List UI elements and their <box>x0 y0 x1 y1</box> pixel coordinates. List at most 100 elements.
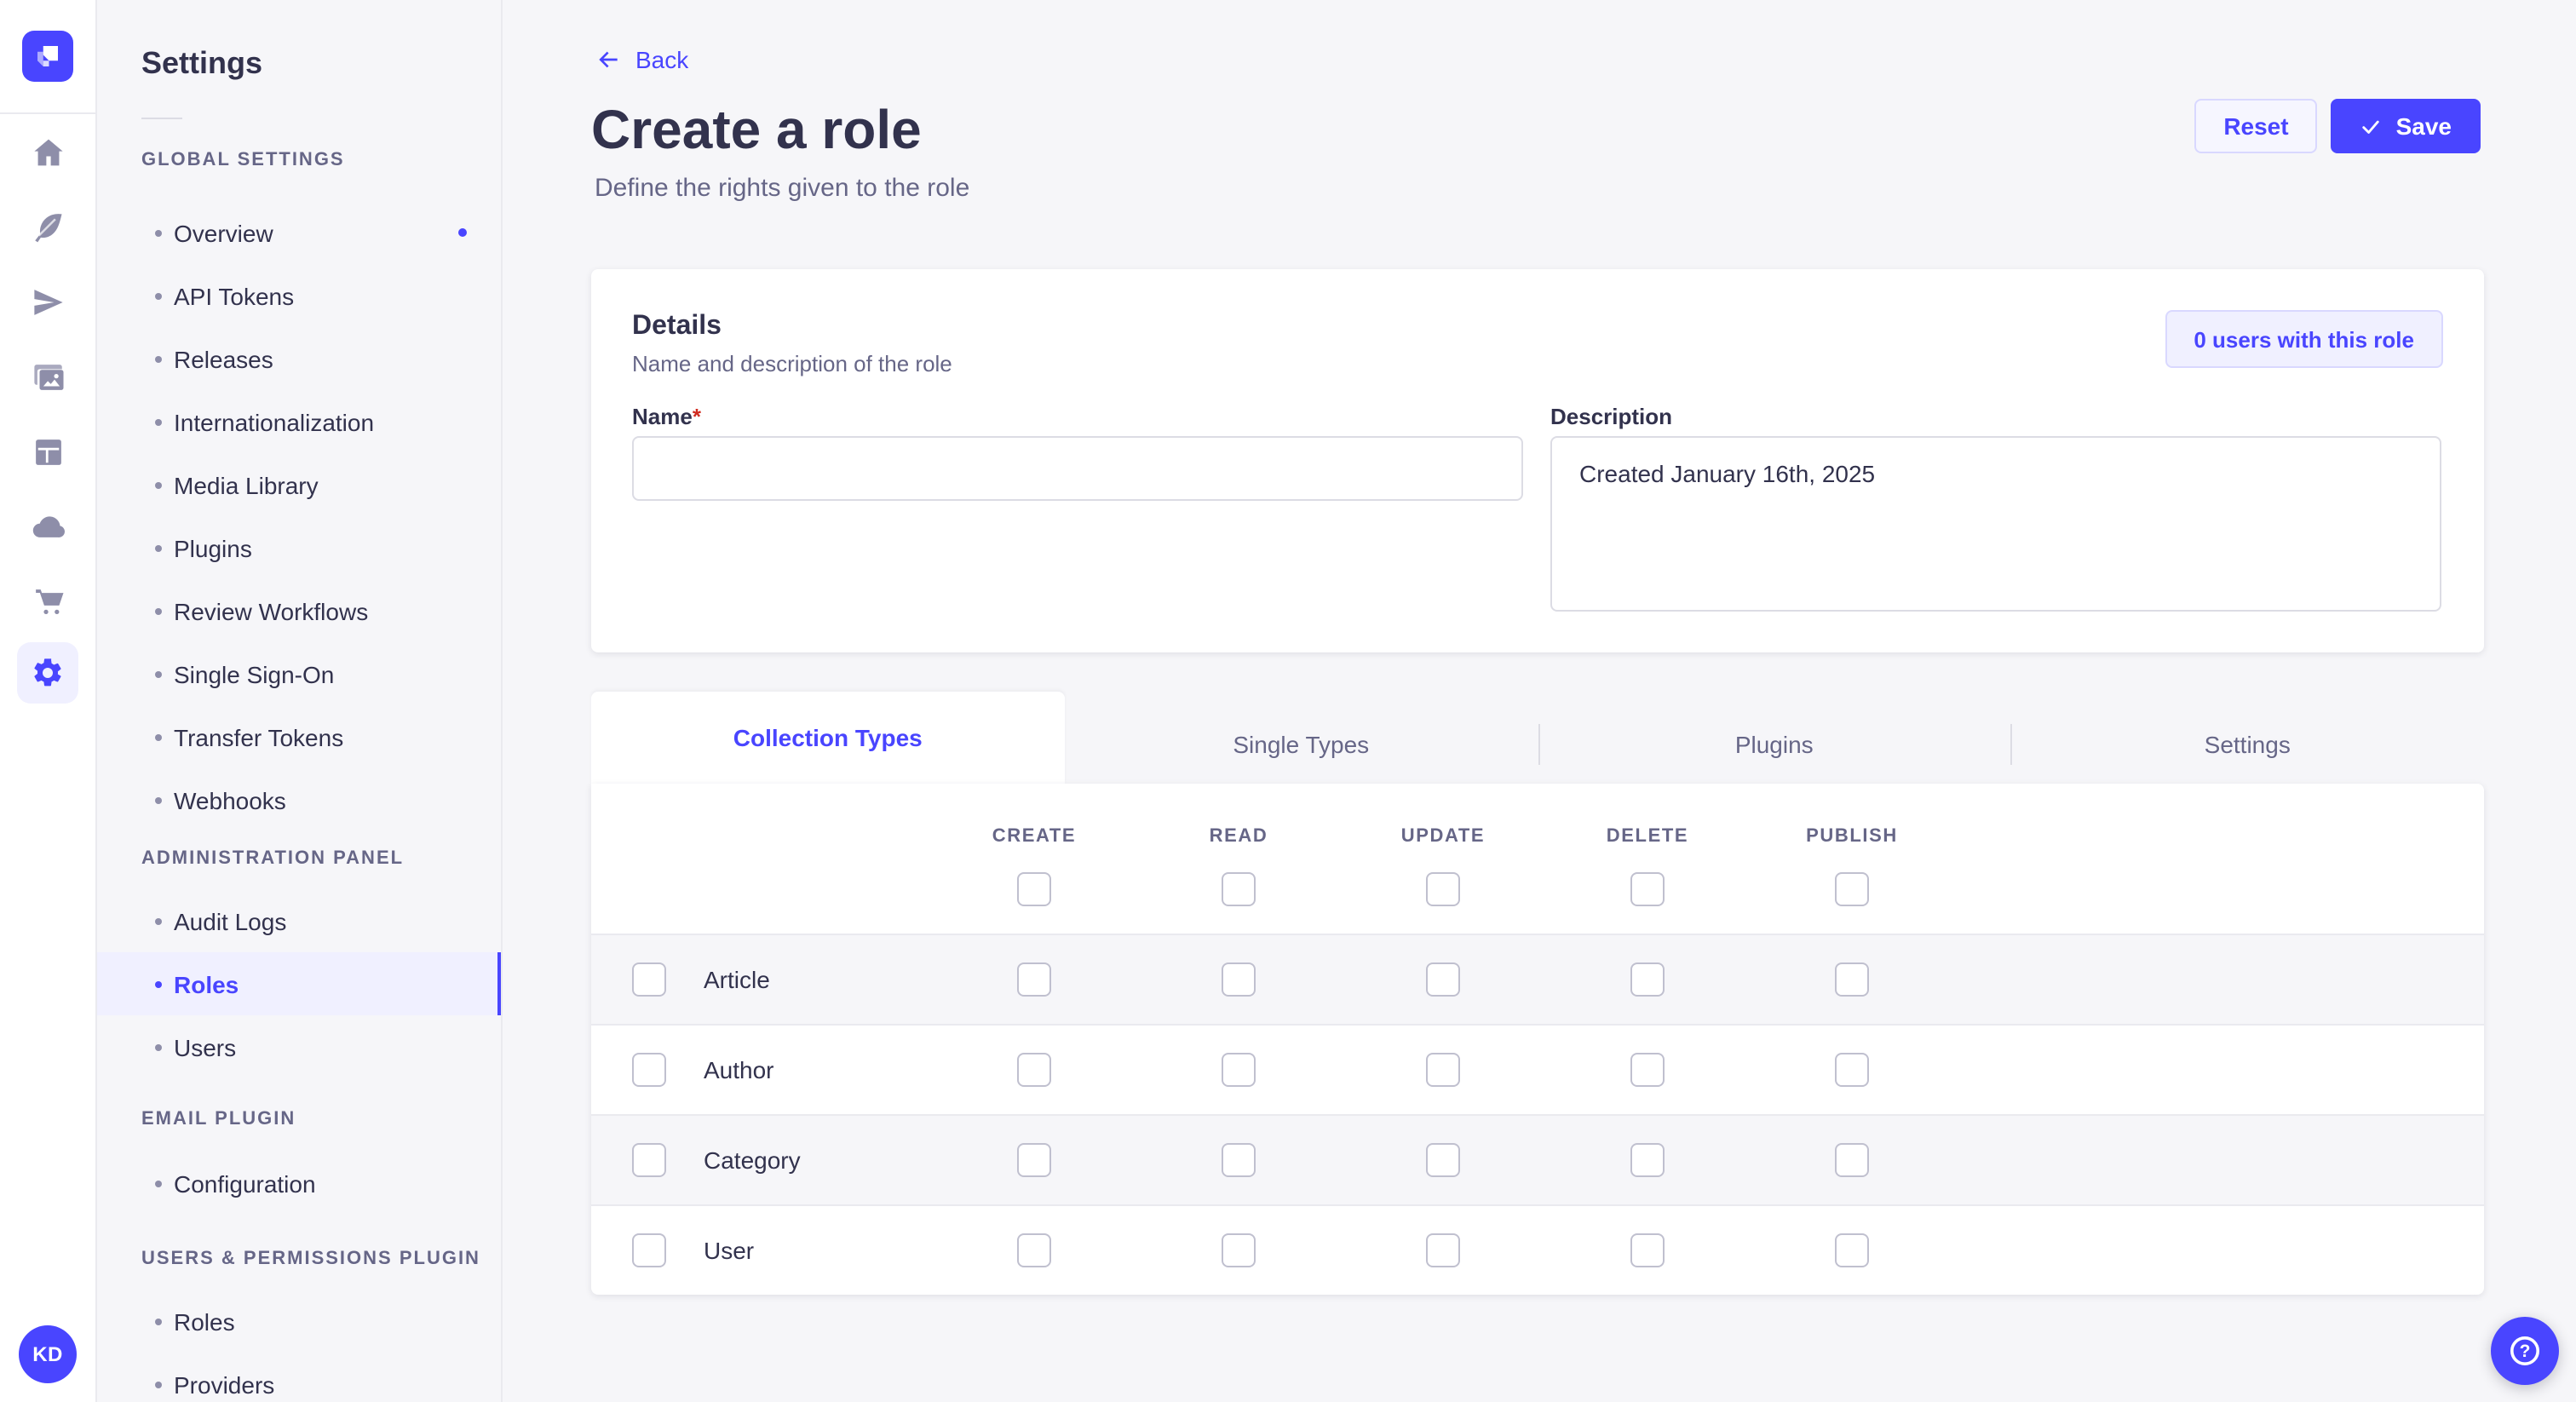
select-all-delete-checkbox[interactable] <box>1630 872 1665 906</box>
row-select-checkbox[interactable] <box>632 1053 666 1087</box>
sidebar-item-configuration[interactable]: Configuration <box>97 1152 501 1215</box>
sidebar-item-api-tokens[interactable]: API Tokens <box>97 264 501 327</box>
table-row-author: Author <box>591 1024 2484 1114</box>
sidebar-item-providers[interactable]: Providers <box>97 1353 501 1402</box>
create-checkbox[interactable] <box>1017 1143 1051 1177</box>
logo-cell <box>0 0 95 114</box>
row-select-checkbox[interactable] <box>632 1143 666 1177</box>
table-row-user: User <box>591 1204 2484 1301</box>
content-type-builder-layout-icon[interactable] <box>0 414 95 489</box>
update-checkbox[interactable] <box>1426 1053 1460 1087</box>
tab-single-types[interactable]: Single Types <box>1233 731 1370 758</box>
tab-settings[interactable]: Settings <box>2010 705 2485 784</box>
question-circle-icon: ? <box>2510 1336 2539 1365</box>
sidebar-item-releases[interactable]: Releases <box>97 327 501 390</box>
sidebar-item-label: Roles <box>174 970 239 997</box>
media-library-images-icon[interactable] <box>0 339 95 414</box>
read-checkbox[interactable] <box>1222 1053 1256 1087</box>
user-avatar[interactable]: KD <box>19 1325 77 1383</box>
users-with-role-button[interactable]: 0 users with this role <box>2165 310 2443 368</box>
permissions-tabs: Collection Types Single Types Plugins Se… <box>591 692 2484 784</box>
row-label: Author <box>704 1056 774 1083</box>
select-all-read-checkbox[interactable] <box>1222 872 1256 906</box>
bullet-icon <box>155 229 162 236</box>
sidebar-title: Settings <box>141 46 263 80</box>
bullet-icon <box>155 292 162 299</box>
name-input[interactable] <box>632 436 1523 501</box>
select-all-create-checkbox[interactable] <box>1017 872 1051 906</box>
description-label: Description <box>1550 404 1673 429</box>
notification-dot-icon <box>458 228 467 237</box>
save-label: Save <box>2395 112 2452 140</box>
table-row-category: Category <box>591 1114 2484 1204</box>
section-heading-administration-panel: ADMINISTRATION PANEL <box>141 848 405 869</box>
details-subtitle: Name and description of the role <box>632 351 952 376</box>
releases-paper-plane-icon[interactable] <box>0 264 95 339</box>
read-checkbox[interactable] <box>1222 1233 1256 1267</box>
check-icon <box>2362 119 2380 133</box>
sidebar-item-label: API Tokens <box>174 282 295 309</box>
delete-checkbox[interactable] <box>1630 1143 1665 1177</box>
row-label: Article <box>704 966 770 993</box>
home-icon[interactable] <box>0 114 95 189</box>
sidebar-item-plugins[interactable]: Plugins <box>97 516 501 579</box>
column-header-read: READ <box>1209 826 1268 847</box>
update-checkbox[interactable] <box>1426 1233 1460 1267</box>
create-checkbox[interactable] <box>1017 1233 1051 1267</box>
reset-button[interactable]: Reset <box>2194 99 2318 153</box>
read-checkbox[interactable] <box>1222 1143 1256 1177</box>
sidebar-item-internationalization[interactable]: Internationalization <box>97 390 501 453</box>
tab-collection-types[interactable]: Collection Types <box>591 692 1065 784</box>
page-subtitle: Define the rights given to the role <box>595 174 970 203</box>
row-select-checkbox[interactable] <box>632 1233 666 1267</box>
page-title: Create a role <box>591 99 922 160</box>
help-button[interactable]: ? <box>2491 1317 2559 1385</box>
column-header-update: UPDATE <box>1400 826 1486 847</box>
sidebar-item-review-workflows[interactable]: Review Workflows <box>97 579 501 642</box>
bullet-icon <box>155 1381 162 1388</box>
section-heading-global-settings: GLOBAL SETTINGS <box>141 150 345 170</box>
select-all-update-checkbox[interactable] <box>1426 872 1460 906</box>
delete-checkbox[interactable] <box>1630 1233 1665 1267</box>
sidebar-item-audit-logs[interactable]: Audit Logs <box>97 889 501 952</box>
sidebar-item-single-sign-on[interactable]: Single Sign-On <box>97 642 501 705</box>
create-checkbox[interactable] <box>1017 1053 1051 1087</box>
sidebar-item-webhooks[interactable]: Webhooks <box>97 768 501 831</box>
publish-checkbox[interactable] <box>1835 1233 1869 1267</box>
sidebar-item-users[interactable]: Users <box>97 1015 501 1078</box>
save-button[interactable]: Save <box>2331 99 2481 153</box>
delete-checkbox[interactable] <box>1630 962 1665 997</box>
sidebar-item-transfer-tokens[interactable]: Transfer Tokens <box>97 705 501 768</box>
back-link[interactable]: Back <box>595 46 688 73</box>
row-select-checkbox[interactable] <box>632 962 666 997</box>
sidebar-item-label: Releases <box>174 345 273 372</box>
sidebar-item-label: Roles <box>174 1307 235 1335</box>
strapi-logo-icon[interactable] <box>22 31 73 82</box>
marketplace-cart-icon[interactable] <box>0 564 95 639</box>
sidebar-item-overview[interactable]: Overview <box>97 201 501 264</box>
deploy-cloud-icon[interactable] <box>0 489 95 564</box>
update-checkbox[interactable] <box>1426 1143 1460 1177</box>
bullet-icon <box>155 1318 162 1324</box>
description-textarea[interactable]: Created January 16th, 2025 <box>1550 436 2441 612</box>
column-header-create: CREATE <box>992 826 1077 847</box>
publish-checkbox[interactable] <box>1835 1143 1869 1177</box>
sidebar-item-up-roles[interactable]: Roles <box>97 1290 501 1353</box>
update-checkbox[interactable] <box>1426 962 1460 997</box>
select-all-publish-checkbox[interactable] <box>1835 872 1869 906</box>
read-checkbox[interactable] <box>1222 962 1256 997</box>
sidebar-item-media-library[interactable]: Media Library <box>97 453 501 516</box>
publish-checkbox[interactable] <box>1835 962 1869 997</box>
publish-checkbox[interactable] <box>1835 1053 1869 1087</box>
create-checkbox[interactable] <box>1017 962 1051 997</box>
settings-gear-icon[interactable] <box>17 642 78 704</box>
section-heading-email-plugin: EMAIL PLUGIN <box>141 1109 296 1129</box>
sidebar-item-label: Plugins <box>174 534 252 561</box>
content-manager-feather-icon[interactable] <box>0 189 95 264</box>
tab-plugins[interactable]: Plugins <box>1538 705 2011 784</box>
bullet-icon <box>155 1043 162 1050</box>
sidebar-item-roles-active[interactable]: Roles <box>97 952 501 1015</box>
delete-checkbox[interactable] <box>1630 1053 1665 1087</box>
bullet-icon <box>155 1180 162 1187</box>
sidebar-title-divider <box>141 118 182 119</box>
